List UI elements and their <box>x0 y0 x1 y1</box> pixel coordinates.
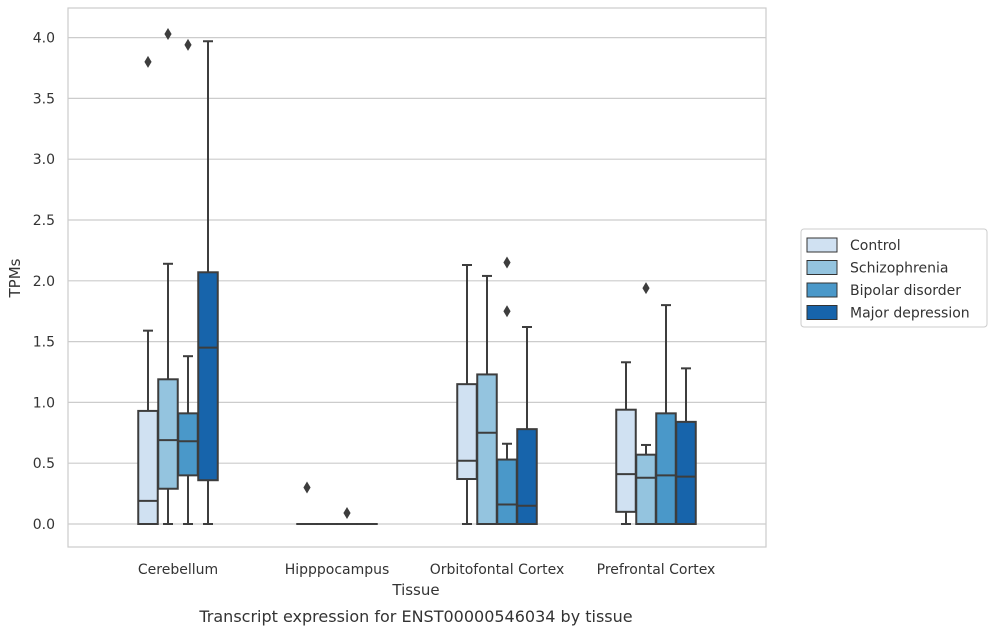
box-bipolar-disorder-orbitofontal-cortex <box>496 256 518 525</box>
outlier-point <box>184 38 192 51</box>
plot-area-frame <box>67 7 767 548</box>
y-tick-label: 0.0 <box>33 517 55 533</box>
box-iqr <box>675 420 697 525</box>
box-bipolar-disorder-hipppocampus <box>336 507 358 526</box>
x-tick-label: Hipppocampus <box>285 562 390 578</box>
box-iqr <box>496 458 518 525</box>
legend-label-bipolar-disorder: Bipolar disorder <box>850 283 961 299</box>
y-tick-label: 1.5 <box>33 335 55 351</box>
box-bipolar-disorder-cerebellum <box>177 38 199 525</box>
box-control-hipppocampus <box>296 481 318 526</box>
legend: Control Schizophrenia Bipolar disorder Majo… <box>800 228 988 328</box>
x-tick-label: Prefrontal Cortex <box>597 562 716 578</box>
box-control-orbitofontal-cortex <box>456 263 478 525</box>
outlier-point <box>503 305 511 318</box>
boxes <box>137 27 697 526</box>
box-iqr <box>157 378 179 490</box>
y-tick-label: 0.5 <box>33 456 55 472</box>
box-iqr <box>516 428 538 526</box>
legend-frame <box>800 228 988 328</box>
box-bipolar-disorder-prefrontal-cortex <box>655 304 677 525</box>
y-tick-label: 3.0 <box>33 152 55 168</box>
box-schizophrenia-prefrontal-cortex <box>635 282 657 525</box>
box-iqr <box>476 373 498 525</box>
box-major-depression-orbitofontal-cortex <box>516 326 538 526</box>
x-axis-label: Tissue <box>391 581 439 599</box>
legend-label-schizophrenia: Schizophrenia <box>850 261 948 277</box>
figure-caption: Transcript expression for ENST0000054603… <box>198 607 632 626</box>
outlier-point <box>503 256 511 269</box>
box-iqr <box>456 383 478 481</box>
box-schizophrenia-cerebellum <box>157 27 179 525</box>
legend-label-major-depression: Major depression <box>850 306 970 322</box>
box-major-depression-prefrontal-cortex <box>675 367 697 525</box>
box-iqr <box>197 271 219 482</box>
y-tick-label: 3.5 <box>33 91 55 107</box>
y-axis-label: TPMs <box>6 258 24 298</box>
outlier-point <box>164 27 172 40</box>
outlier-point <box>303 481 311 494</box>
box-iqr <box>137 409 159 525</box>
y-tick-label: 2.0 <box>33 274 55 290</box>
box-iqr <box>615 408 637 513</box>
box-iqr <box>655 412 677 525</box>
box-schizophrenia-orbitofontal-cortex <box>476 274 498 525</box>
x-tick-label: Orbitofontal Cortex <box>430 562 565 578</box>
box-control-cerebellum <box>137 55 159 525</box>
legend-swatch-schizophrenia <box>806 260 838 275</box>
box-iqr <box>635 453 657 525</box>
outlier-point <box>144 55 152 68</box>
box-control-prefrontal-cortex <box>615 361 637 525</box>
y-tick-label: 2.5 <box>33 213 55 229</box>
y-tick-label: 4.0 <box>33 31 55 47</box>
outlier-point <box>343 507 351 520</box>
x-tick-label: Cerebellum <box>138 562 218 578</box>
legend-label-control: Control <box>850 238 901 254</box>
x-axis-ticks: Cerebellum Hipppocampus Orbitofontal Corte… <box>138 562 715 578</box>
legend-swatch-control <box>806 237 838 253</box>
box-major-depression-cerebellum <box>197 40 219 525</box>
outlier-point <box>642 282 650 295</box>
y-tick-label: 1.0 <box>33 395 55 411</box>
legend-swatch-major-depression <box>806 305 838 320</box>
legend-swatch-bipolar-disorder <box>806 282 838 298</box>
box-iqr <box>177 412 199 477</box>
y-axis-ticks: 0.0 0.5 1.0 1.5 2.0 2.5 3.0 3.5 4.0 <box>33 31 55 533</box>
